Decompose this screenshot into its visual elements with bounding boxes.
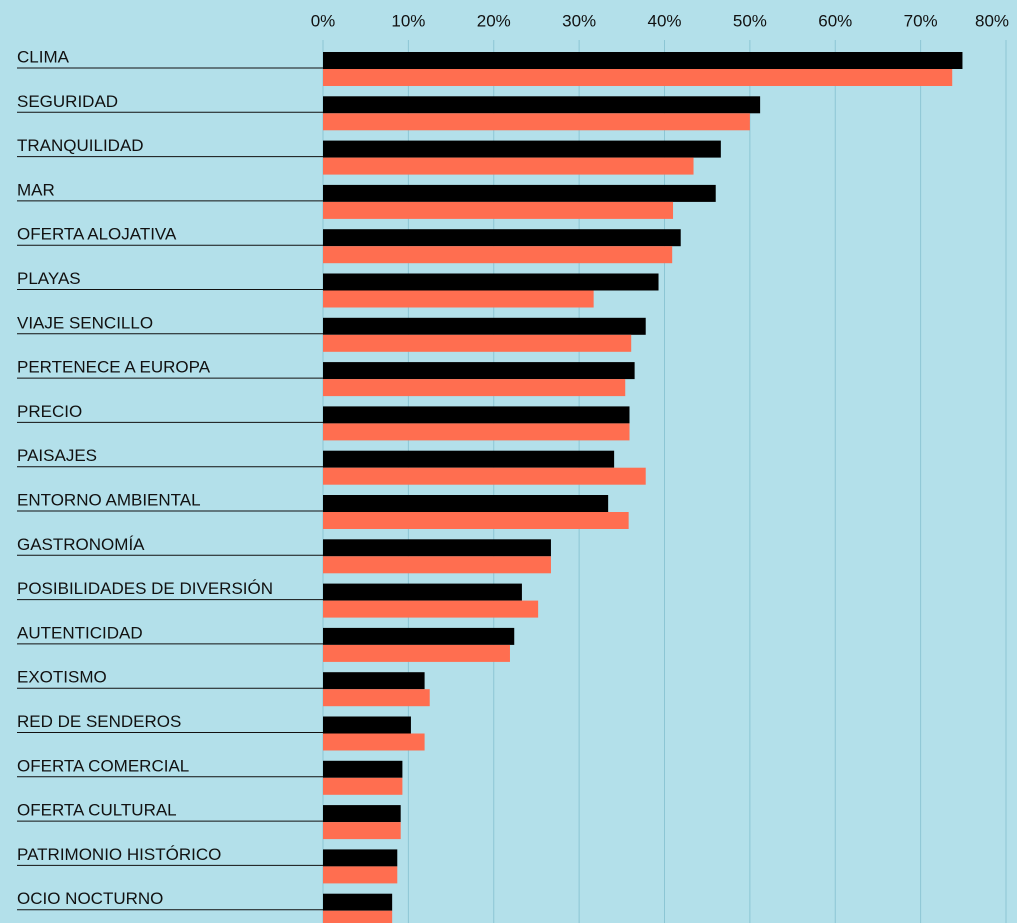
y-tick-label: GASTRONOMÍA [17,535,145,554]
bar [323,627,515,645]
y-tick-label: OCIO NOCTURNO [17,889,163,908]
bar [323,512,629,529]
bar [323,556,551,574]
bar [323,379,626,397]
bar [323,495,609,512]
bar [323,467,646,485]
x-tick-label: 40% [647,11,681,30]
bar [323,822,401,840]
y-tick-label: PAISAJES [17,446,97,465]
bar [323,716,411,734]
bar [323,539,551,557]
y-tick-label: ENTORNO AMBIENTAL [17,490,201,509]
y-tick-label: PATRIMONIO HISTÓRICO [17,845,221,864]
y-tick-label: OFERTA COMERCIAL [17,756,189,775]
bar [323,52,963,69]
bar [323,910,393,923]
bar [323,866,398,884]
bar [323,423,630,441]
bar [323,69,953,86]
bar [323,777,403,795]
bar [323,273,659,291]
bar [323,157,694,175]
bar [323,689,430,707]
y-tick-label: SEGURIDAD [17,92,118,111]
bar [323,849,398,867]
y-tick-label: PERTENECE A EUROPA [17,358,211,377]
x-tick-label: 20% [477,11,511,30]
y-tick-label: PRECIO [17,402,82,421]
bar [323,600,539,618]
bar [323,229,681,247]
y-tick-label: VIAJE SENCILLO [17,313,153,332]
y-tick-label: POSIBILIDADES DE DIVERSIÓN [17,579,273,598]
bar [323,96,761,114]
y-tick-label: OFERTA ALOJATIVA [17,225,177,244]
bar [323,246,673,264]
x-tick-label: 60% [818,11,852,30]
x-tick-label: 30% [562,11,596,30]
y-tick-label: OFERTA CULTURAL [17,801,177,820]
bar [323,733,425,751]
bar [323,583,522,601]
x-tick-label: 10% [391,11,425,30]
bar [323,201,674,219]
bar [323,760,403,778]
x-tick-label: 80% [975,11,1009,30]
x-tick-label: 70% [904,11,938,30]
y-tick-label: RED DE SENDEROS [17,712,181,731]
y-tick-label: EXOTISMO [17,668,107,687]
bar [323,290,594,308]
y-tick-label: AUTENTICIDAD [17,623,143,642]
y-tick-label: CLIMA [17,47,70,66]
bar [323,362,635,380]
bar [323,644,510,662]
y-tick-label: TRANQUILIDAD [17,136,144,155]
bar [323,672,425,690]
bar [323,113,750,131]
x-tick-label: 0% [311,11,336,30]
bar [323,334,632,352]
y-tick-label: PLAYAS [17,269,81,288]
x-tick-label: 50% [733,11,767,30]
bar [323,184,716,202]
bar [323,140,721,158]
y-tick-label: MAR [17,180,55,199]
bar [323,406,630,424]
bar [323,450,615,468]
bar [323,805,401,823]
bar [323,317,646,335]
bar [323,893,393,911]
